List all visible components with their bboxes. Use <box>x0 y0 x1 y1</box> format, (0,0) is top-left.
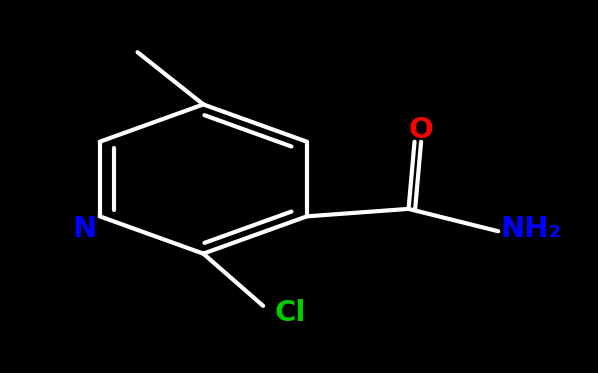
Text: Cl: Cl <box>274 299 306 327</box>
Text: N: N <box>73 215 97 244</box>
Text: O: O <box>408 116 433 144</box>
Text: NH₂: NH₂ <box>501 215 562 244</box>
